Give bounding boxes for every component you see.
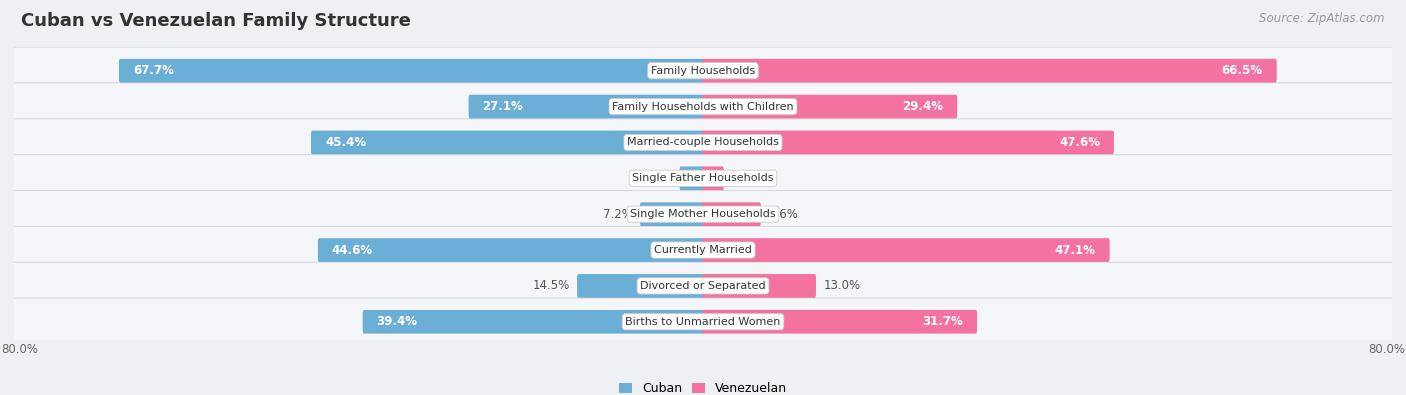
- Text: 47.1%: 47.1%: [1054, 244, 1095, 256]
- FancyBboxPatch shape: [702, 202, 761, 226]
- FancyBboxPatch shape: [576, 274, 704, 298]
- FancyBboxPatch shape: [468, 95, 704, 118]
- Legend: Cuban, Venezuelan: Cuban, Venezuelan: [617, 380, 789, 395]
- Text: 39.4%: 39.4%: [377, 315, 418, 328]
- Text: Single Mother Households: Single Mother Households: [630, 209, 776, 219]
- Text: 7.2%: 7.2%: [603, 208, 633, 221]
- FancyBboxPatch shape: [640, 202, 704, 226]
- FancyBboxPatch shape: [0, 226, 1406, 274]
- Text: Source: ZipAtlas.com: Source: ZipAtlas.com: [1260, 12, 1385, 25]
- Text: Currently Married: Currently Married: [654, 245, 752, 255]
- Text: Family Households: Family Households: [651, 66, 755, 76]
- FancyBboxPatch shape: [0, 190, 1406, 238]
- Text: Births to Unmarried Women: Births to Unmarried Women: [626, 317, 780, 327]
- Text: 29.4%: 29.4%: [903, 100, 943, 113]
- Text: 2.6%: 2.6%: [643, 172, 672, 185]
- Text: 45.4%: 45.4%: [325, 136, 366, 149]
- Text: 27.1%: 27.1%: [482, 100, 523, 113]
- FancyBboxPatch shape: [311, 131, 704, 154]
- Text: 31.7%: 31.7%: [922, 315, 963, 328]
- FancyBboxPatch shape: [702, 238, 1109, 262]
- Text: 14.5%: 14.5%: [533, 279, 569, 292]
- FancyBboxPatch shape: [679, 166, 704, 190]
- FancyBboxPatch shape: [120, 59, 704, 83]
- Text: 47.6%: 47.6%: [1059, 136, 1099, 149]
- FancyBboxPatch shape: [702, 274, 815, 298]
- FancyBboxPatch shape: [702, 131, 1114, 154]
- Text: Divorced or Separated: Divorced or Separated: [640, 281, 766, 291]
- Text: Family Households with Children: Family Households with Children: [612, 102, 794, 111]
- FancyBboxPatch shape: [0, 83, 1406, 130]
- Text: 44.6%: 44.6%: [332, 244, 373, 256]
- Text: 80.0%: 80.0%: [1, 343, 38, 356]
- FancyBboxPatch shape: [702, 310, 977, 334]
- Text: Cuban vs Venezuelan Family Structure: Cuban vs Venezuelan Family Structure: [21, 12, 411, 30]
- Text: Single Father Households: Single Father Households: [633, 173, 773, 183]
- FancyBboxPatch shape: [363, 310, 704, 334]
- FancyBboxPatch shape: [318, 238, 704, 262]
- FancyBboxPatch shape: [702, 95, 957, 118]
- FancyBboxPatch shape: [0, 262, 1406, 310]
- Text: 67.7%: 67.7%: [134, 64, 174, 77]
- FancyBboxPatch shape: [702, 59, 1277, 83]
- FancyBboxPatch shape: [0, 154, 1406, 202]
- Text: 80.0%: 80.0%: [1368, 343, 1405, 356]
- Text: 6.6%: 6.6%: [769, 208, 799, 221]
- FancyBboxPatch shape: [702, 166, 724, 190]
- Text: 2.3%: 2.3%: [731, 172, 761, 185]
- Text: 13.0%: 13.0%: [824, 279, 860, 292]
- Text: Married-couple Households: Married-couple Households: [627, 137, 779, 147]
- FancyBboxPatch shape: [0, 47, 1406, 94]
- FancyBboxPatch shape: [0, 119, 1406, 166]
- FancyBboxPatch shape: [0, 298, 1406, 346]
- Text: 66.5%: 66.5%: [1222, 64, 1263, 77]
